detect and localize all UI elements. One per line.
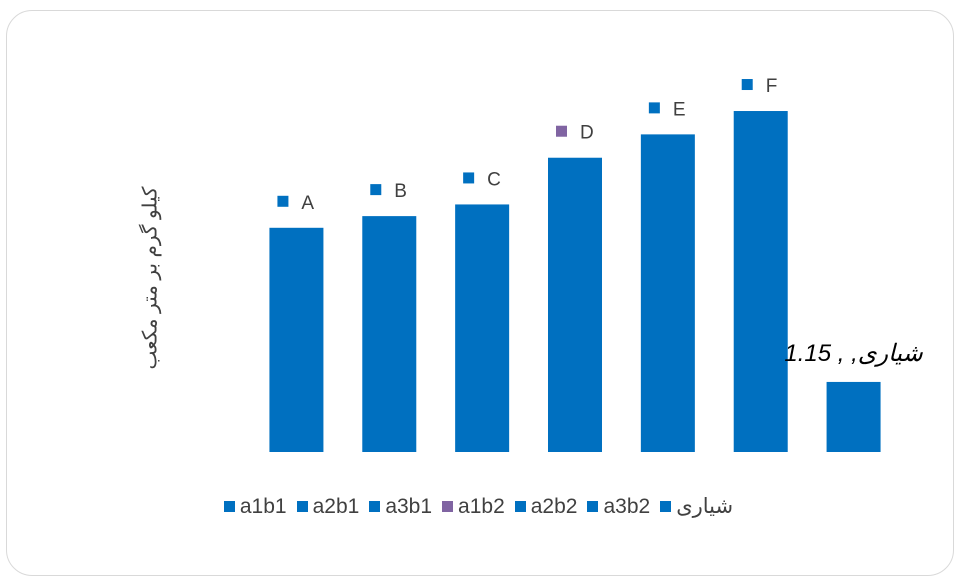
bar-a1b1 <box>269 227 324 452</box>
legend-item-شیاری: شیاری <box>660 494 733 519</box>
bar-a3b1 <box>455 204 510 452</box>
legend-swatch <box>514 501 526 512</box>
legend-swatch <box>587 501 599 512</box>
bar-شیاری <box>826 381 881 452</box>
data-label-B: B <box>370 181 407 202</box>
data-label-marker <box>556 125 567 137</box>
data-label-text: C <box>487 169 501 190</box>
data-labels-group: A B C D E F شیاری, , 1.15 <box>277 76 924 367</box>
legend-swatch <box>223 501 235 512</box>
legend: a1b1 a2b1 a3b1 a1b2 a2b2 a3b2 شیاری <box>0 494 957 519</box>
data-label-text: E <box>673 99 686 120</box>
data-label-last: شیاری, , 1.15 <box>784 340 923 367</box>
data-label-F: F <box>741 76 778 97</box>
y-axis-label: کیلو گرم بر متر مکعب <box>139 186 162 370</box>
legend-swatch <box>369 501 381 512</box>
data-label-C: C <box>463 169 501 190</box>
data-label-E: E <box>648 99 686 120</box>
legend-item-a1b2: a1b2 <box>442 495 505 519</box>
data-label-text: B <box>394 181 407 202</box>
bar-a3b2 <box>733 111 788 453</box>
legend-item-a3b1: a3b1 <box>369 495 432 519</box>
data-label-text: F <box>766 76 778 97</box>
legend-item-a3b2: a3b2 <box>587 495 650 519</box>
data-label-marker <box>741 79 753 91</box>
legend-label: a2b2 <box>530 494 578 518</box>
legend-item-a2b2: a2b2 <box>514 494 578 519</box>
legend-label: a1b2 <box>458 494 505 518</box>
bar-a2b1 <box>362 216 417 452</box>
bars-group <box>269 111 881 453</box>
legend-label: a3b2 <box>603 494 651 518</box>
data-label-marker <box>370 184 382 196</box>
legend-item-a1b1: a1b1 <box>223 494 287 519</box>
data-label-text: A <box>301 193 314 214</box>
data-label-A: A <box>277 193 314 214</box>
data-label-marker <box>463 172 475 184</box>
legend-label: a3b1 <box>385 494 433 518</box>
legend-label: a1b1 <box>239 494 287 518</box>
legend-label: شیاری <box>676 495 734 518</box>
data-label-text: D <box>580 123 594 144</box>
legend-label: a2b1 <box>312 494 360 518</box>
legend-swatch <box>442 501 454 512</box>
data-label-D: D <box>556 123 594 144</box>
legend-item-a2b1: a2b1 <box>296 494 360 519</box>
data-label-marker <box>648 102 660 114</box>
legend-swatch <box>660 501 672 512</box>
bar-a1b2 <box>548 157 602 452</box>
data-label-marker <box>277 195 289 207</box>
bar-a2b2 <box>640 134 695 452</box>
legend-swatch <box>296 501 308 512</box>
